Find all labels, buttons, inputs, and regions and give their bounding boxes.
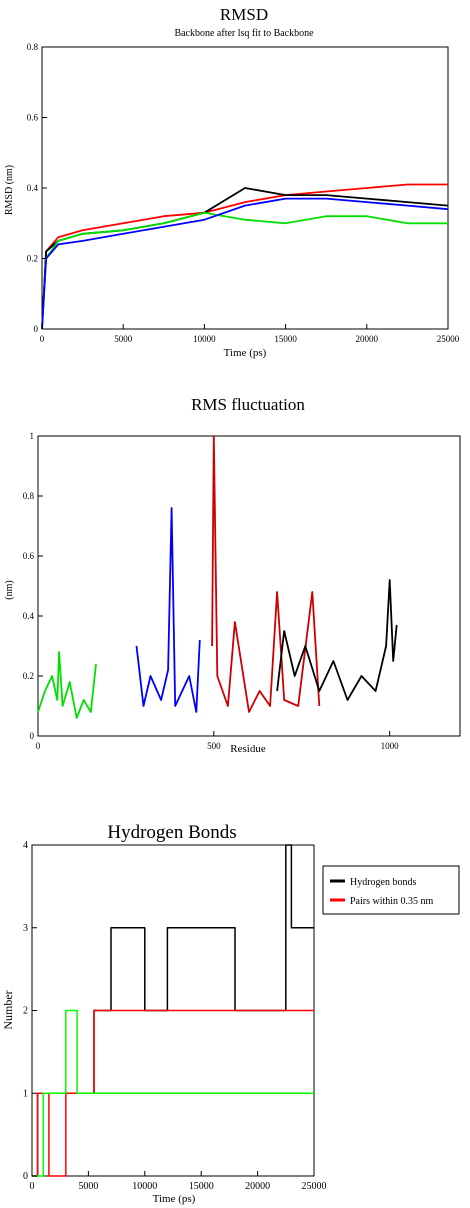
hbond-y-tick-label: 2 (23, 1006, 28, 1017)
hbond-y-tick-label: 4 (23, 840, 28, 851)
rmsf-x-tick-label: 0 (36, 741, 41, 751)
hbond-x-tick-label: 20000 (245, 1181, 270, 1192)
hbond-y-ticks: 0 1 2 3 4 (23, 840, 37, 1182)
rmsf-x-ticks: 0 500 1000 (36, 731, 399, 751)
rmsf-y-tick-label: 0.6 (23, 551, 35, 561)
rmsf-x-tick-label: 1000 (381, 741, 400, 751)
rmsf-y-tick-label: 1 (30, 431, 35, 441)
rmsf-x-tick-label: 500 (207, 741, 221, 751)
hbond-x-tick-label: 15000 (189, 1181, 214, 1192)
rmsf-series-3-line (276, 579, 398, 701)
hbond-x-tick-label: 0 (30, 1181, 35, 1192)
rmsf-y-tick-label: 0.2 (23, 671, 34, 681)
rmsd-y-tick-label: 0 (34, 324, 39, 334)
rmsf-y-tick-label: 0 (30, 731, 35, 741)
hbond-legend-box (322, 865, 460, 915)
rmsf-y-ticks: 0 0.2 0.4 0.6 0.8 1 (23, 431, 43, 741)
rmsf-series-1-line (135, 507, 201, 713)
rmsf-x-axis-label: Residue (230, 743, 266, 755)
hbond-y-axis-label: Number (1, 990, 15, 1029)
rmsd-y-ticks: 0 0.2 0.4 0.6 0.8 (27, 42, 47, 334)
rmsf-y-tick-label: 0.4 (23, 611, 35, 621)
hbond-series-group (32, 844, 314, 1177)
legend-label-hydrogen-bonds: Hydrogen bonds (350, 877, 416, 888)
rmsd-chart: RMSD Backbone after lsq fit to Backbone … (4, 5, 460, 359)
rmsd-x-tick-label: 25000 (437, 334, 460, 344)
hbond-legend: Hydrogen bonds Pairs within 0.35 nm (322, 865, 460, 915)
rmsd-series-2-line (41, 211, 448, 330)
rmsf-title: RMS fluctuation (191, 395, 305, 414)
rmsf-series-2-line (211, 435, 321, 713)
hbond-x-axis-label: Time (ps) (153, 1193, 196, 1205)
hbond-x-tick-label: 5000 (78, 1181, 98, 1192)
hbond-x-ticks: 0 5000 10000 15000 20000 25000 (30, 1171, 327, 1192)
rmsd-y-tick-label: 0.8 (27, 42, 39, 52)
rmsd-y-tick-label: 0.2 (27, 254, 38, 264)
rmsf-y-tick-label: 0.8 (23, 491, 35, 501)
rmsd-y-tick-label: 0.6 (27, 113, 39, 123)
rmsd-subtitle: Backbone after lsq fit to Backbone (174, 28, 314, 39)
hbond-title: Hydrogen Bonds (107, 822, 236, 843)
rmsd-series-1-line (41, 187, 449, 330)
legend-label-pairs: Pairs within 0.35 nm (350, 896, 434, 907)
rmsd-x-ticks: 0 5000 10000 15000 20000 25000 (40, 324, 460, 344)
hbond-y-tick-label: 1 (23, 1088, 28, 1099)
rmsd-series-group (41, 183, 449, 330)
rmsd-y-tick-label: 0.4 (27, 183, 39, 193)
rmsf-plot-frame (37, 435, 461, 737)
hbond-chart: Hydrogen Bonds 0 5000 10000 15000 20000 25000… (1, 822, 460, 1205)
hbond-x-tick-label: 10000 (132, 1181, 157, 1192)
rmsf-chart: RMS fluctuation 0 500 1000 00.20.40.60.81 … (4, 395, 461, 755)
rmsd-x-tick-label: 10000 (193, 334, 216, 344)
rmsf-series-group (37, 435, 398, 719)
rmsf-series-0-line (37, 651, 97, 719)
rmsd-x-axis-label: Time (ps) (224, 347, 267, 359)
rmsd-y-axis-label: RMSD (nm) (4, 165, 15, 215)
rmsd-x-tick-label: 0 (40, 334, 45, 344)
rmsf-y-axis-label: (nm) (4, 580, 15, 599)
rmsd-x-tick-label: 15000 (274, 334, 297, 344)
rmsd-x-tick-label: 20000 (356, 334, 379, 344)
rmsd-x-tick-label: 5000 (114, 334, 133, 344)
hbond-y-tick-label: 3 (23, 923, 28, 934)
hbond-x-tick-label: 25000 (302, 1181, 327, 1192)
rmsd-title: RMSD (220, 5, 268, 24)
hbond-y-tick-label: 0 (23, 1171, 28, 1182)
hbond-series-2-line (32, 1009, 314, 1177)
rmsd-series-3-line (41, 197, 449, 330)
